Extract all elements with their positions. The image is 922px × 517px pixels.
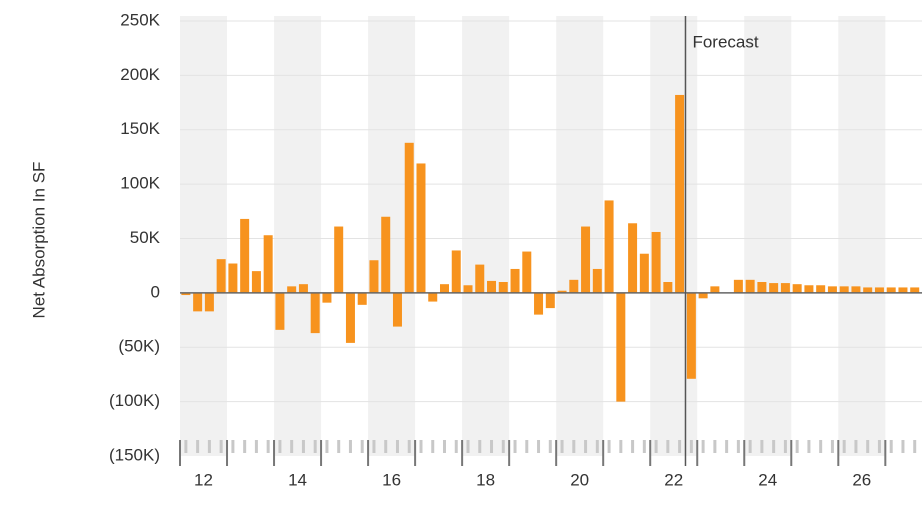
bar <box>475 264 485 293</box>
x-tick-label: 14 <box>288 470 307 489</box>
y-tick-label: 250K <box>120 10 160 29</box>
bar <box>745 279 755 293</box>
bar <box>310 292 320 334</box>
x-tick-label: 16 <box>382 470 401 489</box>
year-band <box>744 16 792 456</box>
bar <box>698 292 708 299</box>
bar <box>851 286 861 293</box>
bar <box>874 287 884 293</box>
bar <box>510 268 520 293</box>
bar <box>827 286 837 293</box>
bar <box>251 271 261 293</box>
bar <box>381 216 391 293</box>
bar <box>392 292 402 327</box>
bar <box>216 259 226 293</box>
y-axis-label: Net Absorption In SF <box>29 162 48 319</box>
bar <box>628 223 638 293</box>
bar <box>651 231 661 293</box>
year-band <box>838 16 886 456</box>
bar <box>263 235 273 293</box>
y-tick-label: (100K) <box>109 391 160 410</box>
bar <box>369 260 379 293</box>
bar <box>345 292 355 343</box>
bar <box>534 292 544 315</box>
bar <box>557 290 567 293</box>
bar <box>463 285 473 293</box>
bar <box>581 226 591 293</box>
bar <box>322 292 332 303</box>
x-tick-label: 18 <box>476 470 495 489</box>
y-tick-label: 100K <box>120 174 160 193</box>
bar <box>792 284 802 293</box>
bar <box>298 284 308 293</box>
bar <box>287 286 297 293</box>
bar <box>193 292 203 312</box>
x-tick-label: 20 <box>570 470 589 489</box>
bar <box>780 283 790 293</box>
y-tick-label: 200K <box>120 65 160 84</box>
y-tick-label: 150K <box>120 119 160 138</box>
year-band <box>180 16 228 456</box>
bar <box>710 286 720 293</box>
bar <box>240 218 250 293</box>
bar <box>487 280 497 293</box>
bar <box>863 287 873 293</box>
y-tick-label: (50K) <box>118 337 160 356</box>
bar <box>357 292 367 305</box>
y-tick-label: 0 <box>151 282 160 301</box>
bar <box>604 200 614 293</box>
forecast-label: Forecast <box>692 32 758 51</box>
bar <box>275 292 285 330</box>
bar <box>757 282 767 293</box>
bar <box>886 287 896 293</box>
bar <box>181 292 191 296</box>
bar <box>545 292 555 309</box>
x-tick-label: 24 <box>758 470 777 489</box>
year-band <box>462 16 510 456</box>
x-tick-label: 12 <box>194 470 213 489</box>
bar <box>675 94 685 293</box>
bar <box>334 226 344 293</box>
bar <box>839 286 849 293</box>
year-band <box>274 16 322 456</box>
bar <box>804 285 814 293</box>
bar <box>910 287 920 293</box>
bar <box>522 251 532 293</box>
bar <box>428 292 438 302</box>
bar <box>816 285 826 293</box>
bar <box>616 292 626 402</box>
bar <box>898 287 908 293</box>
bar <box>639 253 649 293</box>
bar <box>498 282 508 293</box>
y-tick-label: (150K) <box>109 445 160 464</box>
bar <box>569 279 579 293</box>
bar <box>663 282 673 293</box>
y-tick-label: 50K <box>130 228 161 247</box>
bar <box>439 284 449 293</box>
bar <box>404 142 414 293</box>
bar <box>686 292 696 379</box>
bar <box>592 268 602 293</box>
bar <box>228 263 238 293</box>
year-band <box>556 16 604 456</box>
x-tick-label: 26 <box>852 470 871 489</box>
bar <box>416 163 426 293</box>
bar <box>733 279 743 293</box>
bar <box>204 292 214 312</box>
bar <box>451 250 461 293</box>
bar <box>769 283 779 293</box>
x-tick-label: 22 <box>664 470 683 489</box>
